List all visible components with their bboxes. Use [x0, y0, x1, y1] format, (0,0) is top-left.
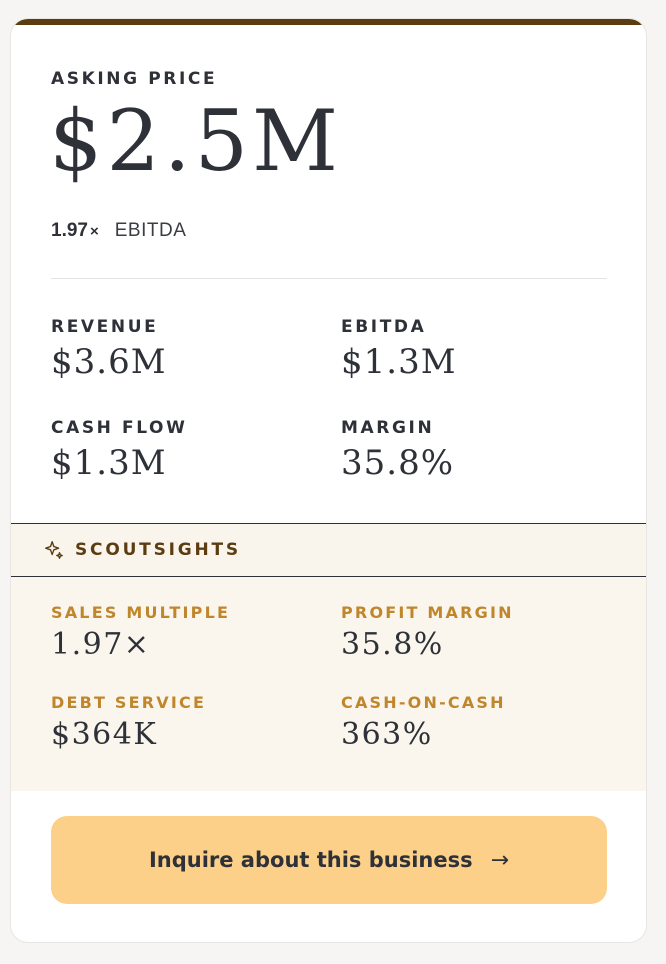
scoutsights-title: SCOUTSIGHTS	[75, 540, 241, 560]
metric-value: $1.3M	[341, 342, 457, 382]
insight-value: 35.8%	[341, 627, 444, 662]
metric-cash-flow: CASH FLOW $1.3M	[51, 418, 187, 480]
arrow-right-icon: →	[490, 847, 510, 873]
insight-cash-on-cash: CASH-ON-CASH 363%	[341, 693, 506, 750]
insight-value: 1.97×	[51, 627, 151, 662]
card-accent-bar	[11, 19, 646, 25]
insight-label: PROFIT MARGIN	[341, 603, 514, 622]
metric-margin: MARGIN 35.8%	[341, 418, 454, 480]
metric-value: 35.8%	[341, 443, 455, 483]
metric-label: CASH FLOW	[51, 418, 188, 438]
metric-label: MARGIN	[341, 418, 435, 438]
metric-label: REVENUE	[51, 317, 159, 337]
insight-value: $364K	[51, 717, 158, 752]
scoutsights-panel: SALES MULTIPLE 1.97× PROFIT MARGIN 35.8%…	[11, 577, 646, 791]
insight-sales-multiple: SALES MULTIPLE 1.97×	[51, 603, 230, 660]
metric-value: $1.3M	[51, 443, 167, 483]
asking-price-label: ASKING PRICE	[51, 69, 218, 89]
ebitda-multiple: 1.97 × EBITDA	[51, 220, 186, 242]
metric-ebitda: EBITDA $1.3M	[341, 317, 457, 379]
multiple-value: 1.97	[51, 220, 88, 241]
metric-value: $3.6M	[51, 342, 167, 382]
listing-summary-card: ASKING PRICE $2.5M 1.97 × EBITDA REVENUE…	[10, 18, 647, 943]
insight-label: CASH-ON-CASH	[341, 693, 506, 712]
multiple-suffix: ×	[89, 223, 99, 240]
insight-debt-service: DEBT SERVICE $364K	[51, 693, 206, 750]
scoutsights-header: SCOUTSIGHTS	[11, 523, 646, 577]
insight-label: SALES MULTIPLE	[51, 603, 231, 622]
metric-revenue: REVENUE $3.6M	[51, 317, 167, 379]
divider	[51, 278, 607, 279]
insight-profit-margin: PROFIT MARGIN 35.8%	[341, 603, 514, 660]
insight-value: 363%	[341, 717, 433, 752]
sparkle-icon	[45, 541, 63, 559]
metric-label: EBITDA	[341, 317, 427, 337]
asking-price-value: $2.5M	[49, 92, 343, 190]
multiple-basis: EBITDA	[114, 220, 187, 241]
insight-label: DEBT SERVICE	[51, 693, 207, 712]
inquire-button[interactable]: Inquire about this business →	[51, 816, 607, 904]
inquire-button-label: Inquire about this business	[148, 848, 473, 872]
